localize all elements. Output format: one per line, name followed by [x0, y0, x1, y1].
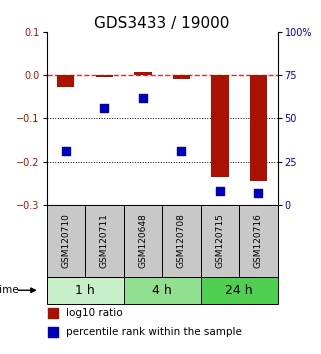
Text: time: time [0, 285, 19, 295]
Point [63, 148, 68, 154]
Text: percentile rank within the sample: percentile rank within the sample [66, 327, 242, 337]
Bar [124, 277, 201, 304]
Text: 1 h: 1 h [75, 284, 95, 297]
Bar [124, 205, 162, 277]
Bar [211, 75, 229, 177]
Point [179, 148, 184, 154]
Point [256, 190, 261, 195]
Text: 24 h: 24 h [225, 284, 253, 297]
Point [102, 105, 107, 111]
Text: log10 ratio: log10 ratio [66, 308, 123, 318]
Bar [85, 205, 124, 277]
Point [51, 330, 56, 335]
Text: GSM120708: GSM120708 [177, 213, 186, 268]
Text: GSM120711: GSM120711 [100, 213, 109, 268]
Bar [57, 75, 74, 87]
Point [217, 188, 222, 194]
Point [140, 95, 145, 101]
Bar [173, 75, 190, 79]
Text: GSM120710: GSM120710 [61, 213, 70, 268]
Bar [201, 277, 278, 304]
Text: GSM120715: GSM120715 [215, 213, 224, 268]
Text: GSM120648: GSM120648 [138, 213, 147, 268]
Title: GDS3433 / 19000: GDS3433 / 19000 [94, 16, 230, 31]
Bar [134, 72, 152, 75]
Text: GSM120716: GSM120716 [254, 213, 263, 268]
Text: 4 h: 4 h [152, 284, 172, 297]
Bar [47, 205, 85, 277]
Bar [47, 277, 124, 304]
Bar [239, 205, 278, 277]
Point [51, 310, 56, 315]
Bar [250, 75, 267, 181]
Bar [96, 75, 113, 77]
Bar [162, 205, 201, 277]
Bar [201, 205, 239, 277]
